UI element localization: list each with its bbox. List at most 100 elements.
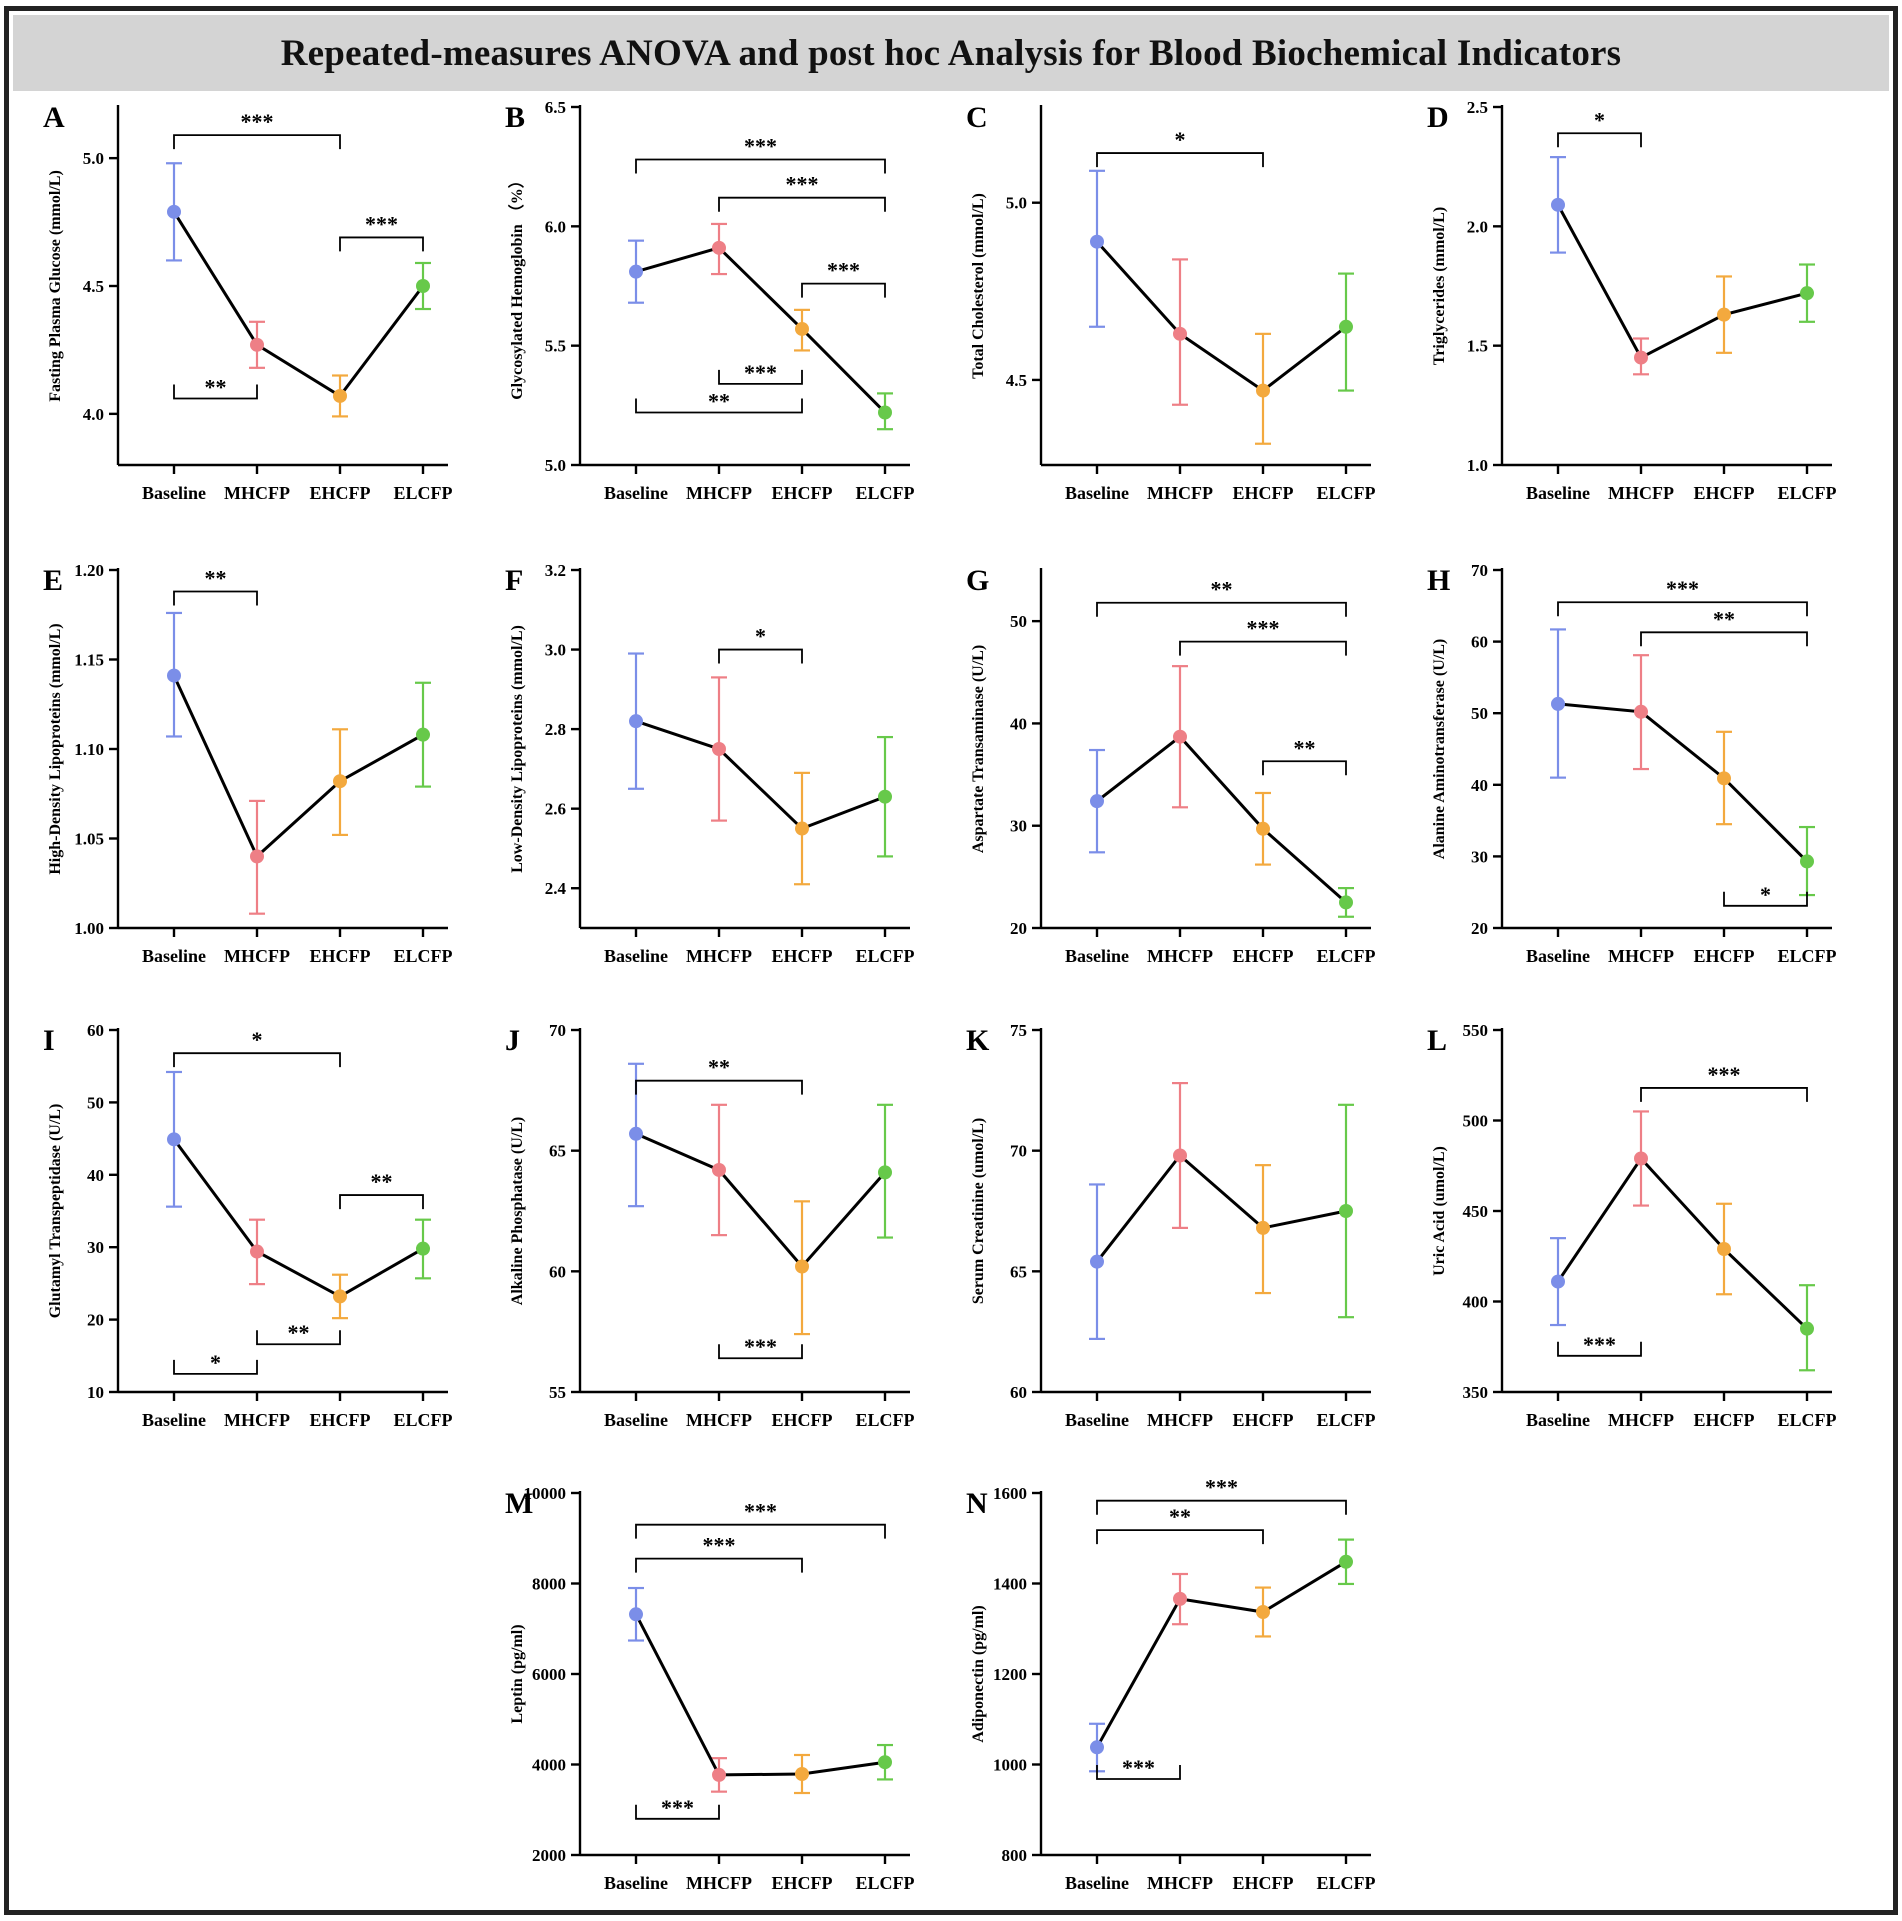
x-tick-label: MHCFP	[1147, 483, 1213, 503]
data-point	[167, 1132, 181, 1147]
chart-panel-f: F 2.4 2.6 2.8 3.0 3.2 Baseline MHCFP EHCFP ELCFP L…	[505, 561, 915, 966]
data-point	[629, 1607, 643, 1622]
significance-bracket	[339, 236, 424, 252]
chart-panel-m: M 2000 4000 6000 8000 10000 Baseline MHCFP EHCFP…	[505, 1484, 915, 1893]
data-point	[629, 714, 643, 729]
significance-label: **	[1713, 606, 1735, 631]
y-tick-label: 30	[87, 1238, 104, 1257]
data-point	[1551, 197, 1565, 212]
significance-bracket	[173, 1359, 258, 1375]
significance-label: **	[1211, 577, 1233, 602]
data-point	[878, 789, 892, 804]
x-tick-label: EHCFP	[1694, 483, 1755, 503]
series-line	[172, 1138, 424, 1299]
y-tick-label: 60	[1010, 1383, 1027, 1402]
significance-label: ***	[1708, 1062, 1741, 1087]
data-point	[1090, 1254, 1104, 1269]
data-point	[1339, 1204, 1353, 1218]
significance-bracket	[1179, 640, 1347, 656]
significance-label: ***	[1666, 576, 1699, 601]
series-line	[1095, 240, 1347, 393]
significance-label: *	[1175, 127, 1186, 152]
significance-label: ***	[744, 1499, 777, 1524]
series-line	[1556, 204, 1808, 360]
data-point	[250, 337, 264, 352]
significance-bracket	[1262, 760, 1347, 776]
y-tick-label: 40	[1010, 714, 1027, 733]
x-tick-label: Baseline	[142, 946, 206, 966]
x-tick-label: MHCFP	[1147, 946, 1213, 966]
y-tick-label: 1600	[993, 1484, 1027, 1503]
significance-bracket	[635, 398, 803, 414]
x-tick-label: Baseline	[1526, 483, 1590, 503]
chart-panel-d: D 1.0 1.5 2.0 2.5 Baseline MHCFP EHCFP ELCFP Trig…	[1427, 98, 1837, 503]
significance-label: ***	[241, 109, 274, 134]
significance-label: ***	[1247, 616, 1280, 641]
data-point	[1256, 383, 1270, 398]
significance-label: ***	[661, 1795, 694, 1820]
y-tick-label: 1200	[993, 1665, 1027, 1684]
y-tick-label: 65	[1010, 1262, 1027, 1281]
data-point	[1717, 771, 1731, 786]
x-tick-label: MHCFP	[224, 946, 290, 966]
significance-bracket	[1557, 1341, 1642, 1357]
x-tick-label: MHCFP	[686, 946, 752, 966]
y-tick-label: 2.5	[1467, 98, 1488, 117]
significance-bracket	[339, 1194, 424, 1210]
significance-label: *	[252, 1027, 263, 1052]
y-tick-label: 30	[1010, 817, 1027, 836]
series-line	[1557, 702, 1809, 863]
significance-label: ***	[703, 1533, 736, 1558]
data-point	[1256, 1220, 1270, 1235]
data-point	[250, 1244, 264, 1259]
x-tick-label: ELCFP	[1777, 1410, 1836, 1430]
x-tick-label: ELCFP	[393, 1410, 452, 1430]
y-tick-label: 2.4	[545, 879, 567, 898]
data-point	[795, 821, 809, 836]
chart-panel-c: C 4.5 5.0 Baseline MHCFP EHCFP ELCFP Total Chol…	[966, 101, 1376, 503]
y-tick-label: 1.5	[1467, 337, 1488, 356]
figure-frame: Repeated-measures ANOVA and post hoc Ana…	[4, 6, 1898, 1915]
data-point	[629, 1126, 643, 1141]
significance-bracket	[1640, 631, 1808, 647]
x-tick-label: EHCFP	[1233, 483, 1294, 503]
panel-letter: L	[1427, 1024, 1447, 1057]
x-tick-label: MHCFP	[1608, 1410, 1674, 1430]
data-point	[416, 279, 430, 293]
significance-bracket	[718, 648, 803, 664]
y-axis-title: Leptin (pg/ml)	[509, 1624, 526, 1723]
series-line	[172, 674, 424, 859]
data-point	[1634, 704, 1648, 719]
data-point	[629, 264, 643, 279]
data-point	[1173, 729, 1187, 744]
data-point	[1173, 326, 1187, 341]
y-axis-title: Triglycerides (mmol/L)	[1431, 207, 1448, 365]
significance-label: **	[205, 375, 227, 400]
data-point	[1339, 1554, 1353, 1569]
x-tick-label: ELCFP	[1777, 483, 1836, 503]
y-tick-label: 1400	[993, 1575, 1027, 1594]
x-tick-label: EHCFP	[772, 483, 833, 503]
significance-label: ***	[827, 258, 860, 283]
data-point	[250, 849, 264, 864]
significance-label: *	[1594, 107, 1605, 132]
x-tick-label: Baseline	[604, 483, 668, 503]
data-point	[1173, 1591, 1187, 1606]
chart-panel-e: E 1.00 1.05 1.10 1.15 1.20 Baseline MHCFP EHCFP E…	[43, 561, 453, 966]
y-tick-label: 5.5	[545, 337, 566, 356]
y-tick-label: 30	[1471, 847, 1488, 866]
significance-label: **	[288, 1320, 310, 1345]
y-tick-label: 70	[1010, 1142, 1027, 1161]
data-point	[333, 388, 347, 403]
data-point	[712, 1767, 726, 1782]
significance-label: ***	[744, 360, 777, 385]
significance-bracket	[635, 158, 886, 174]
panel-letter: N	[966, 1487, 988, 1520]
significance-bracket	[635, 1523, 886, 1539]
y-tick-label: 8000	[532, 1575, 566, 1594]
y-tick-label: 500	[1463, 1112, 1489, 1131]
data-point	[878, 405, 892, 420]
y-tick-label: 1.05	[74, 830, 104, 849]
x-tick-label: EHCFP	[310, 946, 371, 966]
x-tick-label: EHCFP	[772, 1873, 833, 1893]
